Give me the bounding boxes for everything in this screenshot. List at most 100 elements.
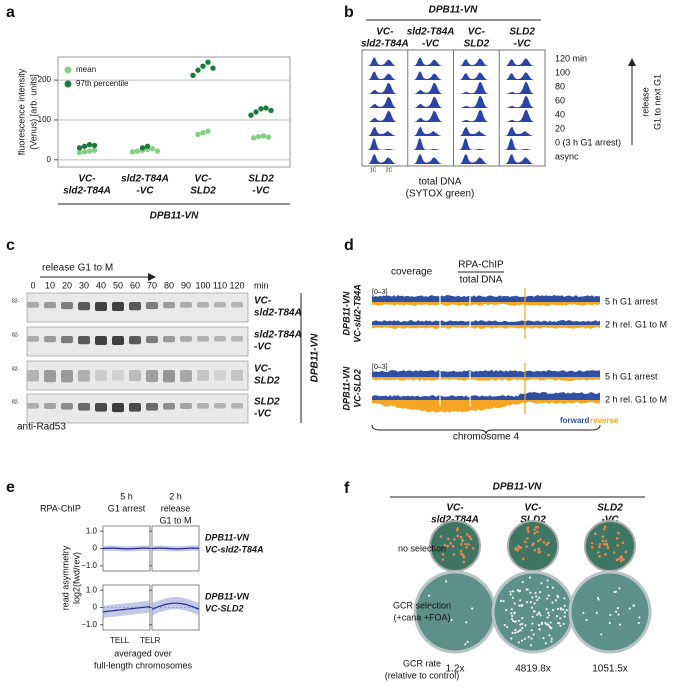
histogram [365, 96, 405, 108]
x-axis-label: full-length chromosomes [94, 660, 193, 670]
colony [545, 608, 548, 611]
histogram [410, 57, 451, 66]
histogram [365, 71, 405, 80]
band [112, 336, 124, 345]
group-label: DPB11-VN [493, 482, 542, 493]
colony [452, 538, 456, 541]
colony [522, 557, 525, 561]
colony [516, 549, 519, 552]
colony [532, 542, 535, 545]
band [231, 403, 243, 409]
colony [523, 637, 526, 640]
column-header: G1 to M [159, 515, 191, 525]
band [163, 403, 175, 410]
colony [443, 543, 447, 547]
colony [538, 628, 541, 631]
colony [538, 596, 541, 599]
colony [533, 610, 536, 613]
band [44, 403, 56, 409]
colony [519, 599, 522, 602]
colony [600, 633, 603, 636]
gcr-rate: 1051.5x [592, 664, 628, 675]
condition-label: 2 h rel. G1 to M [605, 394, 667, 404]
band [163, 302, 175, 309]
dot [134, 148, 141, 154]
band [180, 403, 192, 409]
colony [537, 611, 541, 614]
column-header: -VC [422, 39, 440, 50]
dot [250, 135, 257, 141]
colony [518, 604, 521, 607]
colony [621, 541, 625, 545]
arrow-head [148, 273, 156, 281]
x-axis-label: averaged over [114, 648, 172, 658]
strain-label: VC-SLD2 [352, 369, 362, 408]
colony [546, 597, 549, 600]
colony [542, 637, 545, 640]
colony [598, 542, 602, 546]
colony [551, 608, 555, 612]
colony [547, 553, 550, 557]
colony [452, 553, 456, 556]
dot [81, 149, 88, 155]
colony [464, 643, 467, 646]
colony [467, 543, 470, 546]
band [163, 370, 175, 383]
colony [451, 544, 455, 548]
band [214, 302, 226, 308]
colony [617, 613, 620, 616]
column-header: sld2-T84A [361, 39, 409, 50]
band [231, 370, 243, 382]
band [231, 336, 243, 342]
colony [499, 599, 503, 602]
scale-label: [0–3] [372, 364, 388, 371]
band [180, 302, 192, 308]
band [214, 336, 226, 342]
colony [596, 551, 600, 554]
colony [551, 586, 555, 589]
colony [539, 614, 542, 617]
colony [534, 525, 538, 529]
legend-label: reverse [590, 416, 619, 425]
column-header: 5 h [120, 491, 133, 501]
colony [609, 613, 612, 617]
strain-label: DPB11-VN [341, 291, 351, 335]
x-tick-label: sld2-T84A [121, 174, 169, 185]
ratio-top: RPA-ChIP [458, 260, 504, 271]
colony [603, 525, 607, 529]
row-label: VC- [254, 364, 272, 375]
colony [559, 607, 562, 610]
panel-label: c [6, 237, 15, 254]
colony [519, 546, 523, 549]
colony [447, 537, 450, 541]
band [180, 370, 192, 382]
colony [540, 621, 544, 624]
brace [371, 424, 601, 435]
dot [76, 145, 83, 151]
x-tick-label: -VC [136, 186, 154, 197]
histogram [502, 82, 543, 94]
plot-frame [57, 56, 291, 168]
colony [510, 612, 513, 615]
colony [616, 544, 620, 547]
band [112, 403, 124, 413]
histogram [365, 57, 405, 66]
legend-label: forward [560, 416, 589, 425]
band [129, 336, 141, 345]
colony [585, 618, 588, 622]
band [146, 370, 158, 383]
band [214, 403, 226, 409]
dot [205, 59, 211, 65]
row-label: 60 [555, 95, 565, 105]
colony [521, 622, 524, 625]
colony [612, 551, 616, 554]
colony [459, 535, 463, 539]
colony [555, 614, 559, 618]
colony [562, 622, 565, 625]
colony [461, 538, 464, 542]
axis-tick: 2C [386, 167, 393, 173]
column-header: VC- [446, 503, 464, 514]
dot [139, 145, 146, 151]
colony [529, 601, 532, 604]
y-tick-label: 1.0 [86, 526, 98, 535]
